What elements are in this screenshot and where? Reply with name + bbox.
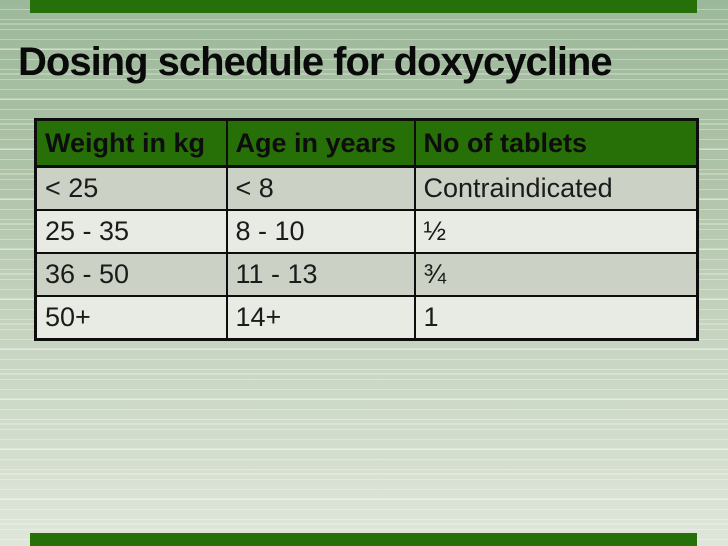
table-header-row: Weight in kg Age in years No of tablets xyxy=(34,118,699,168)
table-row: 25 - 35 8 - 10 ½ xyxy=(34,209,699,254)
table-row: < 25 < 8 Contraindicated xyxy=(34,165,699,211)
header-cell-tablets: No of tablets xyxy=(413,118,699,168)
cell-tablet-count: Contraindicated xyxy=(413,165,699,211)
cell-age-range: < 8 xyxy=(225,165,416,211)
slide-title: Dosing schedule for doxycycline xyxy=(18,40,613,84)
cell-tablet-count: ½ xyxy=(413,209,699,254)
header-cell-weight: Weight in kg xyxy=(34,118,228,168)
cell-weight-range: 50+ xyxy=(34,295,228,341)
cell-age-range: 8 - 10 xyxy=(225,209,416,254)
table-row: 36 - 50 11 - 13 ¾ xyxy=(34,252,699,297)
cell-tablet-count: 1 xyxy=(413,295,699,341)
dosing-table: Weight in kg Age in years No of tablets … xyxy=(34,118,699,341)
header-cell-age: Age in years xyxy=(225,118,416,168)
cell-age-range: 14+ xyxy=(225,295,416,341)
cell-weight-range: < 25 xyxy=(34,165,228,211)
table-row: 50+ 14+ 1 xyxy=(34,295,699,341)
top-edge-bar xyxy=(30,0,697,13)
bottom-edge-bar xyxy=(30,533,697,546)
cell-tablet-count: ¾ xyxy=(413,252,699,297)
cell-weight-range: 36 - 50 xyxy=(34,252,228,297)
cell-age-range: 11 - 13 xyxy=(225,252,416,297)
cell-weight-range: 25 - 35 xyxy=(34,209,228,254)
